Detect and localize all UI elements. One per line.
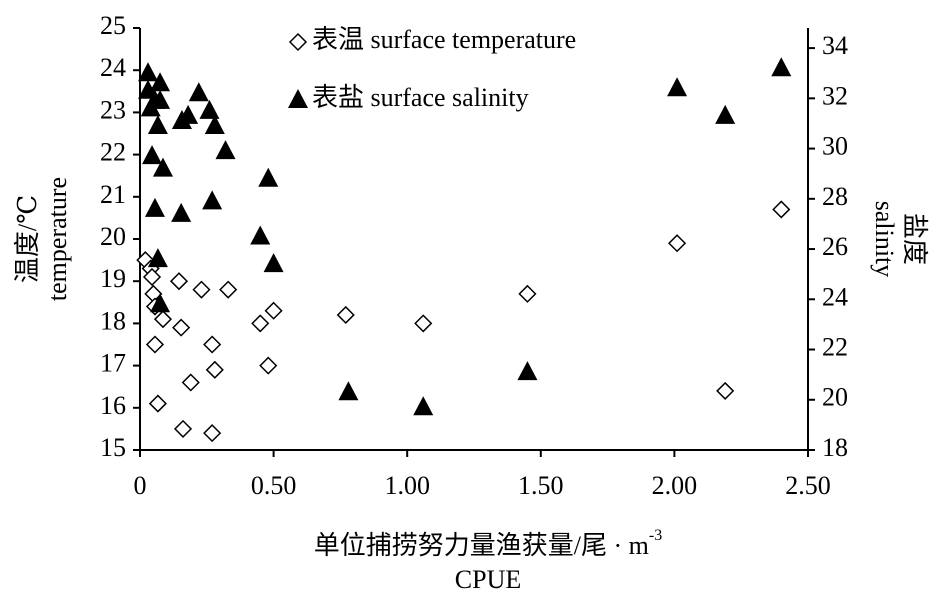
diamond-marker (205, 360, 224, 379)
y2-tick-label: 24 (822, 282, 848, 311)
y2-axis-label: 盐度 (900, 213, 929, 265)
triangle-marker (150, 293, 171, 313)
diamond-marker (203, 424, 222, 443)
diamond-marker (172, 318, 191, 337)
y2-tick-label: 32 (822, 81, 848, 110)
triangle-marker (204, 114, 225, 134)
diamond-marker (203, 335, 222, 354)
triangle-marker (147, 114, 168, 134)
diamond-marker (668, 234, 687, 253)
y-tick-label: 18 (100, 306, 126, 335)
legend-label: 表盐 surface salinity (312, 83, 529, 112)
x-tick-label: 0.50 (251, 471, 297, 500)
triangle-marker (517, 361, 538, 381)
y2-tick-label: 22 (822, 332, 848, 361)
triangle-marker (250, 225, 271, 245)
diamond-marker (336, 305, 355, 325)
triangle-marker (667, 77, 688, 97)
x-tick-label: 1.00 (384, 471, 430, 500)
y2-tick-label: 20 (822, 383, 848, 412)
diamond-marker (145, 335, 165, 354)
x-tick-label: 2.00 (652, 471, 698, 500)
diamond-marker (251, 314, 270, 333)
y-tick-label: 21 (100, 180, 126, 209)
triangle-marker (188, 82, 209, 102)
y-tick-label: 19 (100, 264, 126, 293)
triangle-marker (202, 190, 223, 210)
triangle-marker (771, 57, 792, 77)
y2-axis-label: salinity (870, 201, 899, 278)
y-tick-label: 20 (100, 222, 126, 251)
x-axis-label: 单位捕捞努力量渔获量/尾 · m-3 (314, 527, 662, 560)
triangle-marker (258, 167, 279, 187)
x-tick-label: 1.50 (518, 471, 564, 500)
diamond-marker (173, 419, 193, 438)
triangle-marker (263, 253, 284, 273)
y-tick-label: 23 (100, 95, 126, 124)
legend-marker (288, 32, 308, 52)
triangle-marker (150, 72, 171, 92)
triangle-marker (144, 197, 165, 217)
x-tick-label: 2.50 (785, 471, 831, 500)
y2-tick-label: 34 (822, 31, 848, 60)
y2-tick-label: 28 (822, 182, 848, 211)
legend-label: 表温 surface temperature (312, 25, 576, 54)
diamond-marker (219, 280, 238, 299)
diamond-marker (518, 284, 537, 303)
triangle-marker (142, 145, 163, 165)
diamond-marker (772, 200, 791, 219)
triangle-marker (338, 381, 359, 401)
x-axis-label-superscript: -3 (649, 527, 662, 544)
x-axis-label: CPUE (455, 565, 521, 594)
y-axis-label: temperature (43, 177, 72, 301)
y2-tick-label: 18 (822, 433, 848, 462)
diamond-marker (153, 310, 173, 329)
diamond-marker (181, 373, 200, 392)
triangle-marker (150, 89, 171, 109)
diamond-marker (264, 301, 283, 320)
triangle-marker (178, 104, 199, 124)
x-tick-label: 0 (134, 471, 147, 500)
y-tick-label: 15 (100, 433, 126, 462)
y-tick-label: 16 (100, 391, 126, 420)
y-axis-label: 温度/℃ (13, 195, 42, 283)
y2-tick-label: 30 (822, 132, 848, 161)
triangle-marker (413, 396, 434, 416)
triangle-marker (147, 248, 168, 268)
diamond-marker (259, 356, 278, 375)
diamond-marker (716, 381, 735, 400)
y-tick-label: 22 (100, 138, 126, 167)
legend-marker (288, 89, 308, 108)
triangle-marker (715, 104, 736, 124)
x-axis-label-main: 单位捕捞努力量渔获量/尾 · m (314, 531, 649, 560)
diamond-marker (169, 272, 189, 291)
y-tick-label: 25 (100, 11, 126, 40)
triangle-marker (152, 157, 173, 177)
y2-tick-label: 26 (822, 232, 848, 261)
y-tick-label: 24 (100, 53, 126, 82)
triangle-marker (138, 62, 159, 82)
diamond-marker (414, 314, 433, 333)
y-tick-label: 17 (100, 349, 126, 378)
triangle-marker (199, 99, 220, 119)
triangle-marker (171, 202, 192, 222)
diamond-marker (192, 280, 211, 299)
diamond-marker (142, 267, 162, 287)
diamond-marker (148, 394, 167, 413)
triangle-marker (215, 140, 236, 160)
